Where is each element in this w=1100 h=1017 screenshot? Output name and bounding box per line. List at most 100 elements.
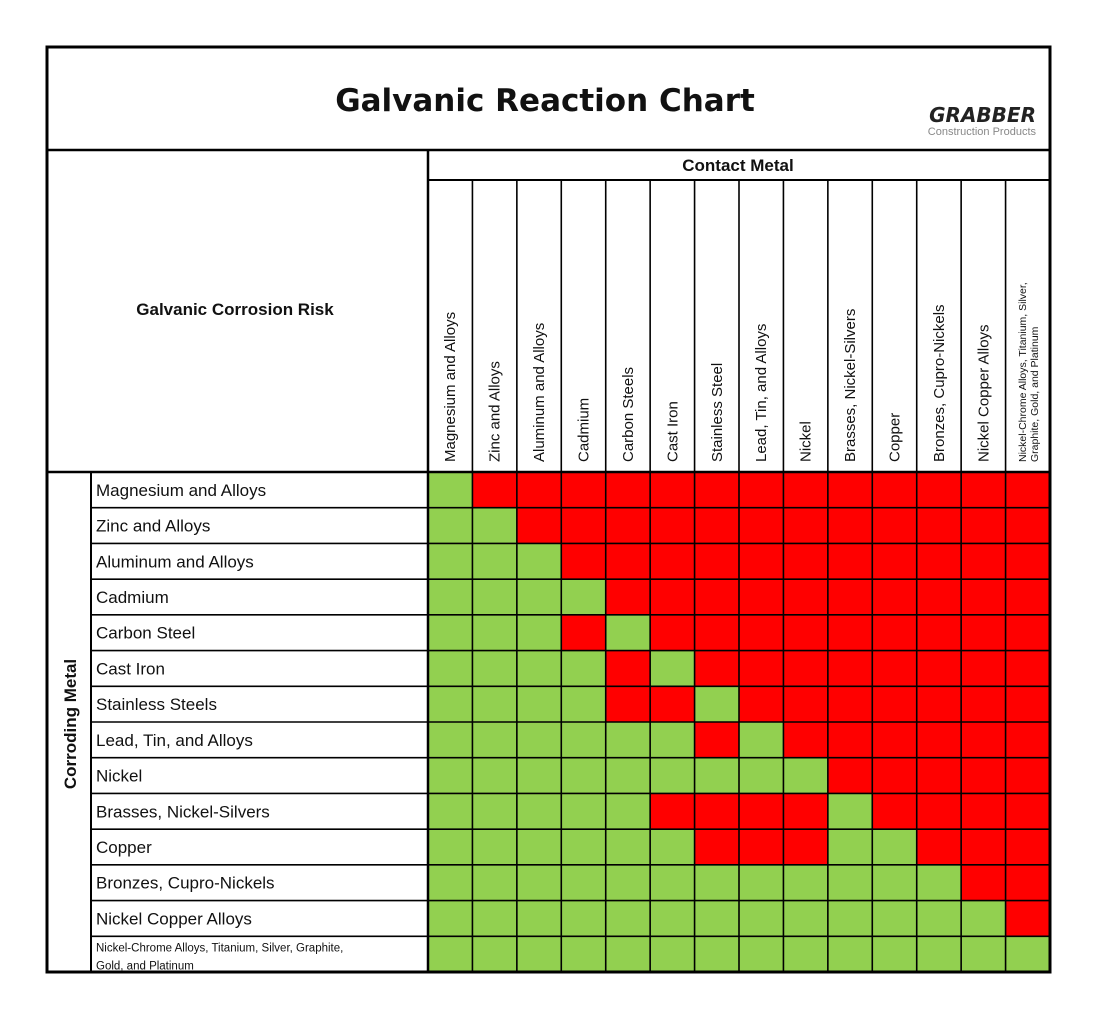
heatmap-cell <box>472 686 517 722</box>
heatmap-cell <box>694 900 739 937</box>
row-label-text: Carbon Steel <box>96 624 195 643</box>
heatmap-cell <box>561 686 606 722</box>
heatmap-cell <box>827 900 873 937</box>
heatmap-cells <box>428 472 1050 972</box>
grabber-logo: GRABBER Construction Products <box>928 103 1037 138</box>
row-label: Cast Iron <box>96 659 165 678</box>
heatmap-cell <box>739 472 784 508</box>
heatmap-cell <box>650 864 695 901</box>
column-label: Bronzes, Cupro-Nickels <box>931 304 948 462</box>
row-label: Stainless Steels <box>96 695 217 714</box>
heatmap-cell <box>472 936 517 972</box>
row-label: Cadmium <box>96 588 169 607</box>
heatmap-cell <box>516 686 562 722</box>
heatmap-cell <box>694 650 739 687</box>
heatmap-cell <box>961 686 1006 722</box>
heatmap-cell <box>561 579 606 615</box>
heatmap-cell <box>650 472 695 508</box>
row-label-text: Bronzes, Cupro-Nickels <box>96 874 275 893</box>
heatmap-cell <box>472 507 517 544</box>
row-label: Bronzes, Cupro-Nickels <box>96 874 275 893</box>
heatmap-cell <box>1005 686 1050 722</box>
heatmap-cell <box>739 722 784 758</box>
heatmap-cell <box>916 614 962 651</box>
heatmap-cell <box>961 900 1006 937</box>
heatmap-cell <box>561 829 606 865</box>
heatmap-cell <box>827 579 873 615</box>
heatmap-cell <box>961 507 1006 544</box>
heatmap-cell <box>428 936 473 972</box>
heatmap-cell <box>650 900 695 937</box>
heatmap-cell <box>872 579 917 615</box>
heatmap-cell <box>827 614 873 651</box>
heatmap-cell <box>694 543 739 580</box>
heatmap-cell <box>739 829 784 865</box>
heatmap-cell <box>872 722 917 758</box>
heatmap-cell <box>872 829 917 865</box>
heatmap-cell <box>605 722 651 758</box>
column-label: Nickel Copper Alloys <box>975 324 992 462</box>
column-label-text: Graphite, Gold, and Platinum <box>1029 326 1041 462</box>
heatmap-cell <box>739 579 784 615</box>
heatmap-cell <box>472 864 517 901</box>
heatmap-cell <box>916 686 962 722</box>
column-label-text: Nickel <box>798 421 815 462</box>
heatmap-cell <box>694 936 739 972</box>
heatmap-cell <box>516 900 562 937</box>
column-label: Lead, Tin, and Alloys <box>753 324 770 462</box>
heatmap-cell <box>561 472 606 508</box>
heatmap-cell <box>872 472 917 508</box>
heatmap-cell <box>783 829 828 865</box>
heatmap-cell <box>561 507 606 544</box>
column-label-text: Zinc and Alloys <box>487 361 504 462</box>
heatmap-cell <box>428 757 473 794</box>
heatmap-cell <box>916 650 962 687</box>
heatmap-cell <box>428 579 473 615</box>
heatmap-cell <box>428 507 473 544</box>
heatmap-cell <box>650 686 695 722</box>
heatmap-cell <box>827 793 873 830</box>
column-label: Nickel-Chrome Alloys, Titanium, Silver, G… <box>1017 282 1041 462</box>
row-label-text: Aluminum and Alloys <box>96 552 254 571</box>
heatmap-cell <box>1005 650 1050 687</box>
heatmap-cell <box>872 686 917 722</box>
heatmap-cell <box>605 686 651 722</box>
heatmap-cell <box>872 793 917 830</box>
heatmap-cell <box>472 472 517 508</box>
heatmap-cell <box>472 614 517 651</box>
heatmap-cell <box>739 900 784 937</box>
heatmap-cell <box>739 936 784 972</box>
heatmap-cell <box>561 543 606 580</box>
heatmap-cell <box>916 793 962 830</box>
column-labels: Magnesium and Alloys Zinc and Alloys Alumi… <box>442 282 1041 462</box>
heatmap-cell <box>561 936 606 972</box>
heatmap-cell <box>961 864 1006 901</box>
heatmap-cell <box>516 793 562 830</box>
row-label-text: Nickel-Chrome Alloys, Titanium, Silver, … <box>96 942 343 954</box>
heatmap-cell <box>694 614 739 651</box>
row-label: Nickel-Chrome Alloys, Titanium, Silver, … <box>96 942 343 972</box>
heatmap-cell <box>472 722 517 758</box>
heatmap-cell <box>783 650 828 687</box>
heatmap-cell <box>650 829 695 865</box>
heatmap-cell <box>916 936 962 972</box>
column-label: Cadmium <box>576 398 593 462</box>
heatmap-cell <box>605 472 651 508</box>
heatmap-cell <box>916 472 962 508</box>
heatmap-cell <box>739 793 784 830</box>
heatmap-cell <box>650 757 695 794</box>
heatmap-cell <box>872 507 917 544</box>
heatmap-cell <box>1005 793 1050 830</box>
row-label: Zinc and Alloys <box>96 517 210 536</box>
heatmap-cell <box>605 614 651 651</box>
heatmap-cell <box>783 543 828 580</box>
heatmap-cell <box>650 543 695 580</box>
heatmap-cell <box>961 793 1006 830</box>
heatmap-cell <box>916 722 962 758</box>
heatmap-cell <box>739 543 784 580</box>
heatmap-cell <box>516 864 562 901</box>
heatmap-cell <box>827 472 873 508</box>
heatmap-cell <box>472 900 517 937</box>
heatmap-cell <box>961 472 1006 508</box>
heatmap-cell <box>916 507 962 544</box>
